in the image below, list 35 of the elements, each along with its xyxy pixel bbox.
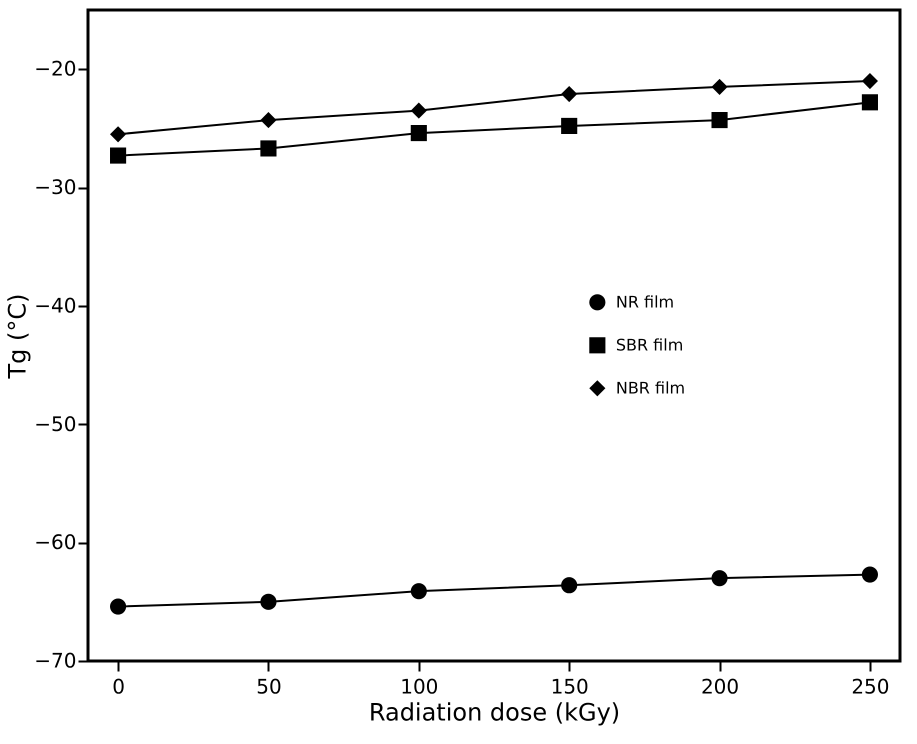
y-tick-label: −70 xyxy=(34,648,76,672)
legend-label: SBR film xyxy=(616,335,684,354)
point xyxy=(260,594,277,610)
legend-label: NR film xyxy=(616,292,674,312)
y-tick-label: −60 xyxy=(34,530,76,554)
point xyxy=(260,140,277,157)
y-tick-label: −50 xyxy=(34,412,76,436)
point xyxy=(862,94,878,110)
x-tick-label: 50 xyxy=(256,674,282,698)
y-tick-label: −30 xyxy=(34,175,76,200)
x-tick-label: 150 xyxy=(550,674,589,698)
x-axis-title: Radiation dose (kGy) xyxy=(368,698,620,726)
point xyxy=(260,112,277,128)
point xyxy=(711,78,728,95)
point xyxy=(410,583,427,600)
point xyxy=(110,126,126,142)
point xyxy=(561,86,578,102)
point xyxy=(410,102,427,119)
y-tick-label: −20 xyxy=(34,56,76,81)
y-axis-title: Tg (°C) xyxy=(3,293,32,380)
point xyxy=(711,570,728,586)
point xyxy=(110,598,126,615)
point xyxy=(862,72,878,90)
x-tick-label: 250 xyxy=(851,674,890,698)
y-tick-label: −40 xyxy=(34,293,76,318)
x-tick-label: 200 xyxy=(700,674,740,698)
point xyxy=(561,577,578,594)
x-tick-label: 0 xyxy=(112,674,125,698)
point xyxy=(110,148,126,164)
point xyxy=(862,566,878,583)
legend-label: NBR film xyxy=(616,378,686,398)
x-tick-label: 100 xyxy=(400,674,438,698)
point xyxy=(410,125,427,142)
point xyxy=(561,118,578,134)
point xyxy=(711,112,728,128)
